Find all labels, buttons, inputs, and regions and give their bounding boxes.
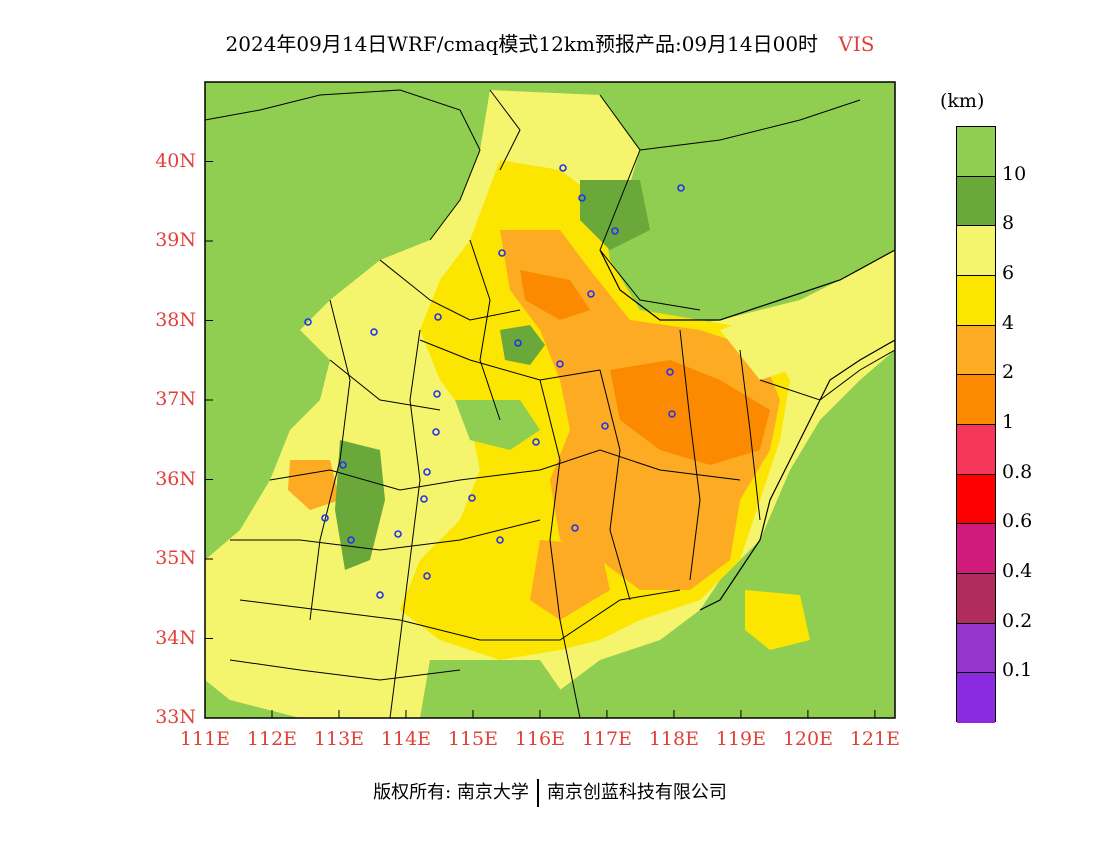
lon-label-119E: 119E xyxy=(715,728,766,750)
coastline xyxy=(599,249,895,611)
vis-green-patch-5 xyxy=(580,180,650,250)
city-marker xyxy=(420,495,428,503)
lon-label-113E: 113E xyxy=(313,728,365,750)
lat-label-39N: 39N xyxy=(155,229,196,251)
city-marker xyxy=(339,461,347,469)
copyright-right: 南京创蓝科技有限公司 xyxy=(546,782,727,803)
vis-green-patch-3 xyxy=(455,400,540,450)
legend-swatch xyxy=(957,226,995,276)
lon-label-116E: 116E xyxy=(514,728,565,750)
axis-ticks xyxy=(204,161,876,719)
legend-swatch xyxy=(957,524,995,574)
city-marker xyxy=(434,313,442,321)
chart-title: 2024年09月14日WRF/cmaq模式12km预报产品:09月14日00时 … xyxy=(0,28,1100,57)
city-marker xyxy=(423,572,431,580)
city-marker xyxy=(514,339,522,347)
city-marker xyxy=(571,524,579,532)
vis-coast-band xyxy=(720,260,895,380)
city-marker xyxy=(347,536,355,544)
lon-label-121E: 121E xyxy=(849,728,900,750)
city-marker xyxy=(578,194,586,202)
lat-label-33N: 33N xyxy=(155,706,196,728)
footer-separator xyxy=(536,779,539,807)
legend-label-0.6: 0.6 xyxy=(1002,510,1033,533)
city-marker xyxy=(556,360,564,368)
legend-swatch xyxy=(957,574,995,624)
city-marker xyxy=(587,290,595,298)
lon-label-114E: 114E xyxy=(380,728,432,750)
title-main: 2024年09月14日WRF/cmaq模式12km预报产品:09月14日00时 xyxy=(225,32,819,56)
color-legend xyxy=(956,126,996,723)
legend-label-10: 10 xyxy=(1002,162,1027,185)
lat-label-35N: 35N xyxy=(155,547,196,569)
city-marker xyxy=(496,536,504,544)
city-marker xyxy=(668,410,676,418)
city-marker xyxy=(601,422,609,430)
city-marker xyxy=(370,328,378,336)
legend-unit: (km) xyxy=(940,90,985,112)
legend-swatch xyxy=(957,176,995,227)
vis-patch-west xyxy=(288,460,340,510)
legend-swatch xyxy=(957,425,995,475)
lon-label-117E: 117E xyxy=(581,728,632,750)
city-markers xyxy=(304,164,685,599)
city-marker xyxy=(559,164,567,172)
lon-label-111E: 111E xyxy=(179,728,231,750)
city-marker xyxy=(432,428,440,436)
vis-zone-1-2-b xyxy=(520,270,590,320)
legend-swatch xyxy=(957,127,995,177)
city-marker xyxy=(394,530,402,538)
admin-boundaries xyxy=(205,89,895,718)
lat-label-38N: 38N xyxy=(155,308,196,331)
copyright-left: 版权所有: 南京大学 xyxy=(373,782,529,803)
city-marker xyxy=(498,249,506,257)
city-marker xyxy=(666,368,674,376)
legend-swatch xyxy=(957,325,995,376)
lat-label-37N: 37N xyxy=(155,388,196,410)
lat-label-36N: 36N xyxy=(155,467,196,490)
lon-label-120E: 120E xyxy=(782,728,833,750)
city-marker xyxy=(423,468,431,476)
legend-label-4: 4 xyxy=(1002,311,1015,334)
legend-swatch xyxy=(957,375,995,425)
legend-swatch xyxy=(957,474,995,525)
lat-label-40N: 40N xyxy=(155,149,196,172)
city-marker xyxy=(677,184,685,192)
city-marker xyxy=(321,514,329,522)
vis-green-patch-4 xyxy=(420,660,580,718)
vis-yellow-sea-patch xyxy=(745,590,810,650)
city-marker xyxy=(376,591,384,599)
vis-green-patch-1 xyxy=(500,325,545,365)
footer: 版权所有: 南京大学 南京创蓝科技有限公司 xyxy=(0,778,1100,807)
legend-label-8: 8 xyxy=(1002,212,1015,235)
legend-label-0.4: 0.4 xyxy=(1002,560,1033,582)
legend-label-0.8: 0.8 xyxy=(1002,460,1033,483)
city-marker xyxy=(468,494,476,502)
lon-label-118E: 118E xyxy=(648,728,699,750)
legend-swatch xyxy=(957,623,995,674)
lon-label-115E: 115E xyxy=(447,728,499,750)
vis-patch-south xyxy=(530,540,610,620)
legend-label-6: 6 xyxy=(1002,262,1015,284)
city-marker xyxy=(532,438,540,446)
city-marker xyxy=(611,227,619,235)
lat-label-34N: 34N xyxy=(155,626,196,649)
legend-label-0.1: 0.1 xyxy=(1002,659,1033,682)
legend-swatch xyxy=(957,276,995,326)
vis-green-patch-2 xyxy=(335,440,385,570)
city-marker xyxy=(304,318,312,326)
legend-label-0.2: 0.2 xyxy=(1002,609,1033,632)
title-variable: VIS xyxy=(838,32,875,56)
legend-label-2: 2 xyxy=(1002,361,1015,384)
vis-zone-1-2 xyxy=(610,360,770,465)
vis-green-patch-6 xyxy=(780,520,820,580)
city-marker xyxy=(433,390,441,398)
legend-label-1: 1 xyxy=(1002,411,1015,433)
legend-swatch xyxy=(957,673,995,723)
lon-label-112E: 112E xyxy=(246,728,298,750)
